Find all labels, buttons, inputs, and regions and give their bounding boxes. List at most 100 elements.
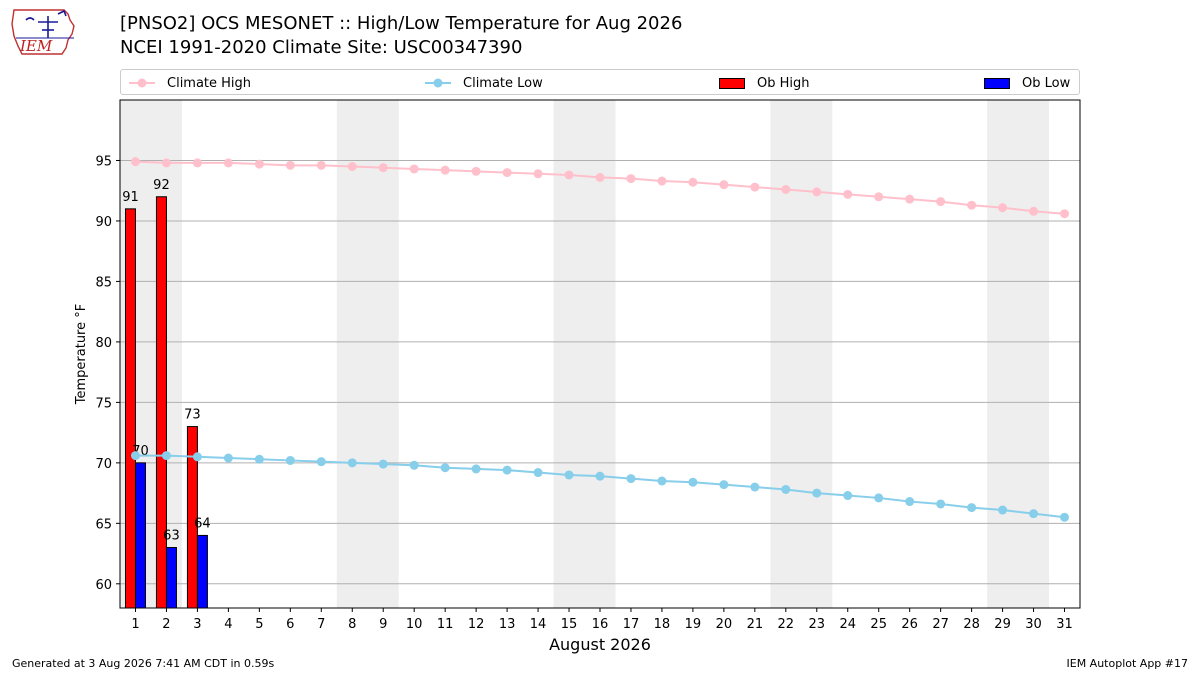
x-tick-label: 9 [379, 617, 387, 632]
generated-timestamp: Generated at 3 Aug 2026 7:41 AM CDT in 0… [12, 657, 275, 670]
climate-high-point [502, 168, 512, 178]
x-tick-label: 8 [348, 617, 356, 632]
x-tick-label: 23 [809, 617, 826, 632]
y-tick-label: 80 [95, 336, 112, 351]
climate-high-point [843, 189, 853, 199]
climate-high-point [657, 176, 667, 186]
legend-swatch-ob-high [719, 77, 745, 89]
ob-low-bar [134, 462, 146, 609]
climate-low-point [719, 480, 729, 490]
climate-low-point [533, 468, 543, 478]
climate-low-point [347, 458, 357, 468]
climate-high-point [781, 185, 791, 195]
climate-high-point [533, 169, 543, 179]
climate-high-point [130, 157, 140, 167]
y-tick-label: 85 [95, 275, 112, 290]
climate-high-point [719, 180, 729, 190]
climate-high-point [967, 200, 977, 210]
legend-swatch-climate-low [425, 78, 451, 88]
legend-item-ob-low: Ob Low [984, 74, 1070, 92]
x-tick-label: 22 [778, 617, 795, 632]
x-tick-label: 4 [224, 617, 232, 632]
climate-high-point [471, 166, 481, 176]
y-tick-label: 90 [95, 215, 112, 230]
climate-low-point [285, 455, 295, 465]
climate-low-point [657, 476, 667, 486]
ob-high-bar [155, 196, 167, 609]
legend-label-ob-high: Ob High [757, 75, 810, 91]
ob-low-bar [196, 534, 208, 609]
legend-label-climate-low: Climate Low [463, 75, 543, 91]
climate-high-point [285, 160, 295, 170]
climate-low-point [564, 470, 574, 480]
climate-low-point [781, 484, 791, 494]
ob-low-bar [165, 547, 177, 609]
x-axis-label: August 2026 [549, 635, 651, 654]
x-tick-label: 16 [592, 617, 609, 632]
legend-item-climate-high: Climate High [129, 74, 251, 92]
y-tick-label: 65 [95, 517, 112, 532]
climate-low-point [967, 503, 977, 513]
app-credit: IEM Autoplot App #17 [1066, 657, 1189, 670]
y-tick-label: 70 [95, 457, 112, 472]
climate-low-point [843, 491, 853, 501]
chart-subtitle: NCEI 1991-2020 Climate Site: USC00347390 [120, 37, 523, 58]
climate-high-point [564, 170, 574, 180]
x-tick-label: 3 [193, 617, 201, 632]
x-tick-label: 29 [994, 617, 1011, 632]
x-tick-label: 21 [747, 617, 764, 632]
legend-label-climate-high: Climate High [167, 75, 252, 91]
climate-high-point [688, 177, 698, 187]
legend-label-ob-low: Ob Low [1022, 75, 1071, 91]
y-axis-label: Temperature °F [74, 304, 89, 405]
x-tick-label: 5 [255, 617, 263, 632]
ob-high-bar [124, 208, 136, 609]
x-tick-label: 10 [406, 617, 423, 632]
climate-low-point [502, 465, 512, 475]
ob-high-label: 73 [184, 408, 201, 423]
weekend-band [336, 100, 399, 608]
x-tick-label: 1 [131, 617, 139, 632]
x-tick-label: 14 [530, 617, 547, 632]
climate-low-point [595, 471, 605, 481]
climate-high-point [192, 158, 202, 168]
x-tick-label: 2 [162, 617, 170, 632]
x-tick-label: 25 [870, 617, 887, 632]
climate-high-point [378, 163, 388, 173]
climate-high-point [409, 164, 419, 174]
iem-logo: IEM [11, 9, 75, 55]
legend-item-climate-low: Climate Low [425, 74, 543, 92]
climate-high-point [750, 182, 760, 192]
climate-high-point [1060, 209, 1070, 219]
climate-high-point [905, 194, 915, 204]
ob-high-label: 92 [153, 178, 170, 193]
x-tick-label: 11 [437, 617, 454, 632]
climate-low-point [1060, 512, 1070, 522]
climate-low-point [254, 454, 264, 464]
x-tick-label: 18 [654, 617, 671, 632]
x-tick-label: 26 [901, 617, 918, 632]
climate-high-point [874, 192, 884, 202]
legend-swatch-climate-high [129, 78, 155, 88]
y-tick-label: 95 [95, 154, 112, 169]
climate-low-point [626, 474, 636, 484]
climate-low-point [998, 505, 1008, 515]
weekend-band [987, 100, 1050, 608]
climate-high-point [1029, 206, 1039, 216]
legend: Climate High Climate Low Ob High Ob Low [120, 69, 1080, 95]
climate-low-point [750, 482, 760, 492]
legend-item-ob-high: Ob High [719, 74, 810, 92]
x-tick-label: 19 [685, 617, 702, 632]
climate-low-point [316, 457, 326, 467]
ob-low-label: 63 [163, 529, 180, 544]
x-tick-label: 15 [561, 617, 578, 632]
climate-high-point [812, 187, 822, 197]
climate-high-point [595, 172, 605, 182]
chart-title: [PNSO2] OCS MESONET :: High/Low Temperat… [120, 13, 683, 34]
ob-low-label: 64 [194, 516, 211, 531]
plot-frame [119, 99, 1081, 609]
climate-high-point [223, 158, 233, 168]
climate-low-point [409, 460, 419, 470]
x-tick-label: 20 [716, 617, 733, 632]
